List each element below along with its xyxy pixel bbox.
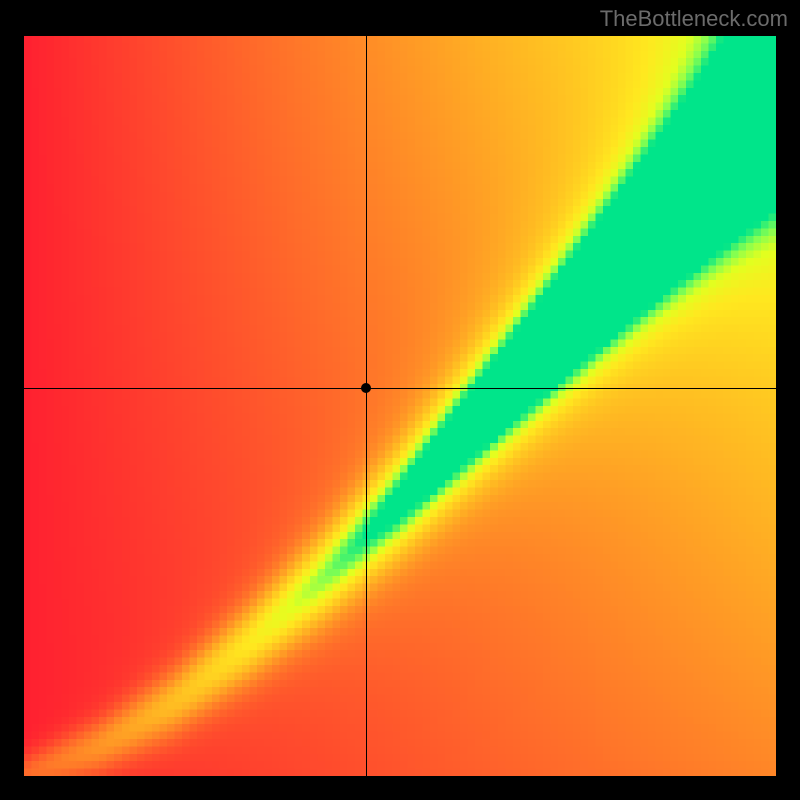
- plot-area: [24, 36, 776, 776]
- chart-container: TheBottleneck.com: [0, 0, 800, 800]
- crosshair-dot: [361, 383, 371, 393]
- heatmap-canvas: [24, 36, 776, 776]
- watermark-text: TheBottleneck.com: [600, 6, 788, 32]
- crosshair-horizontal: [24, 388, 776, 389]
- crosshair-vertical: [366, 36, 367, 776]
